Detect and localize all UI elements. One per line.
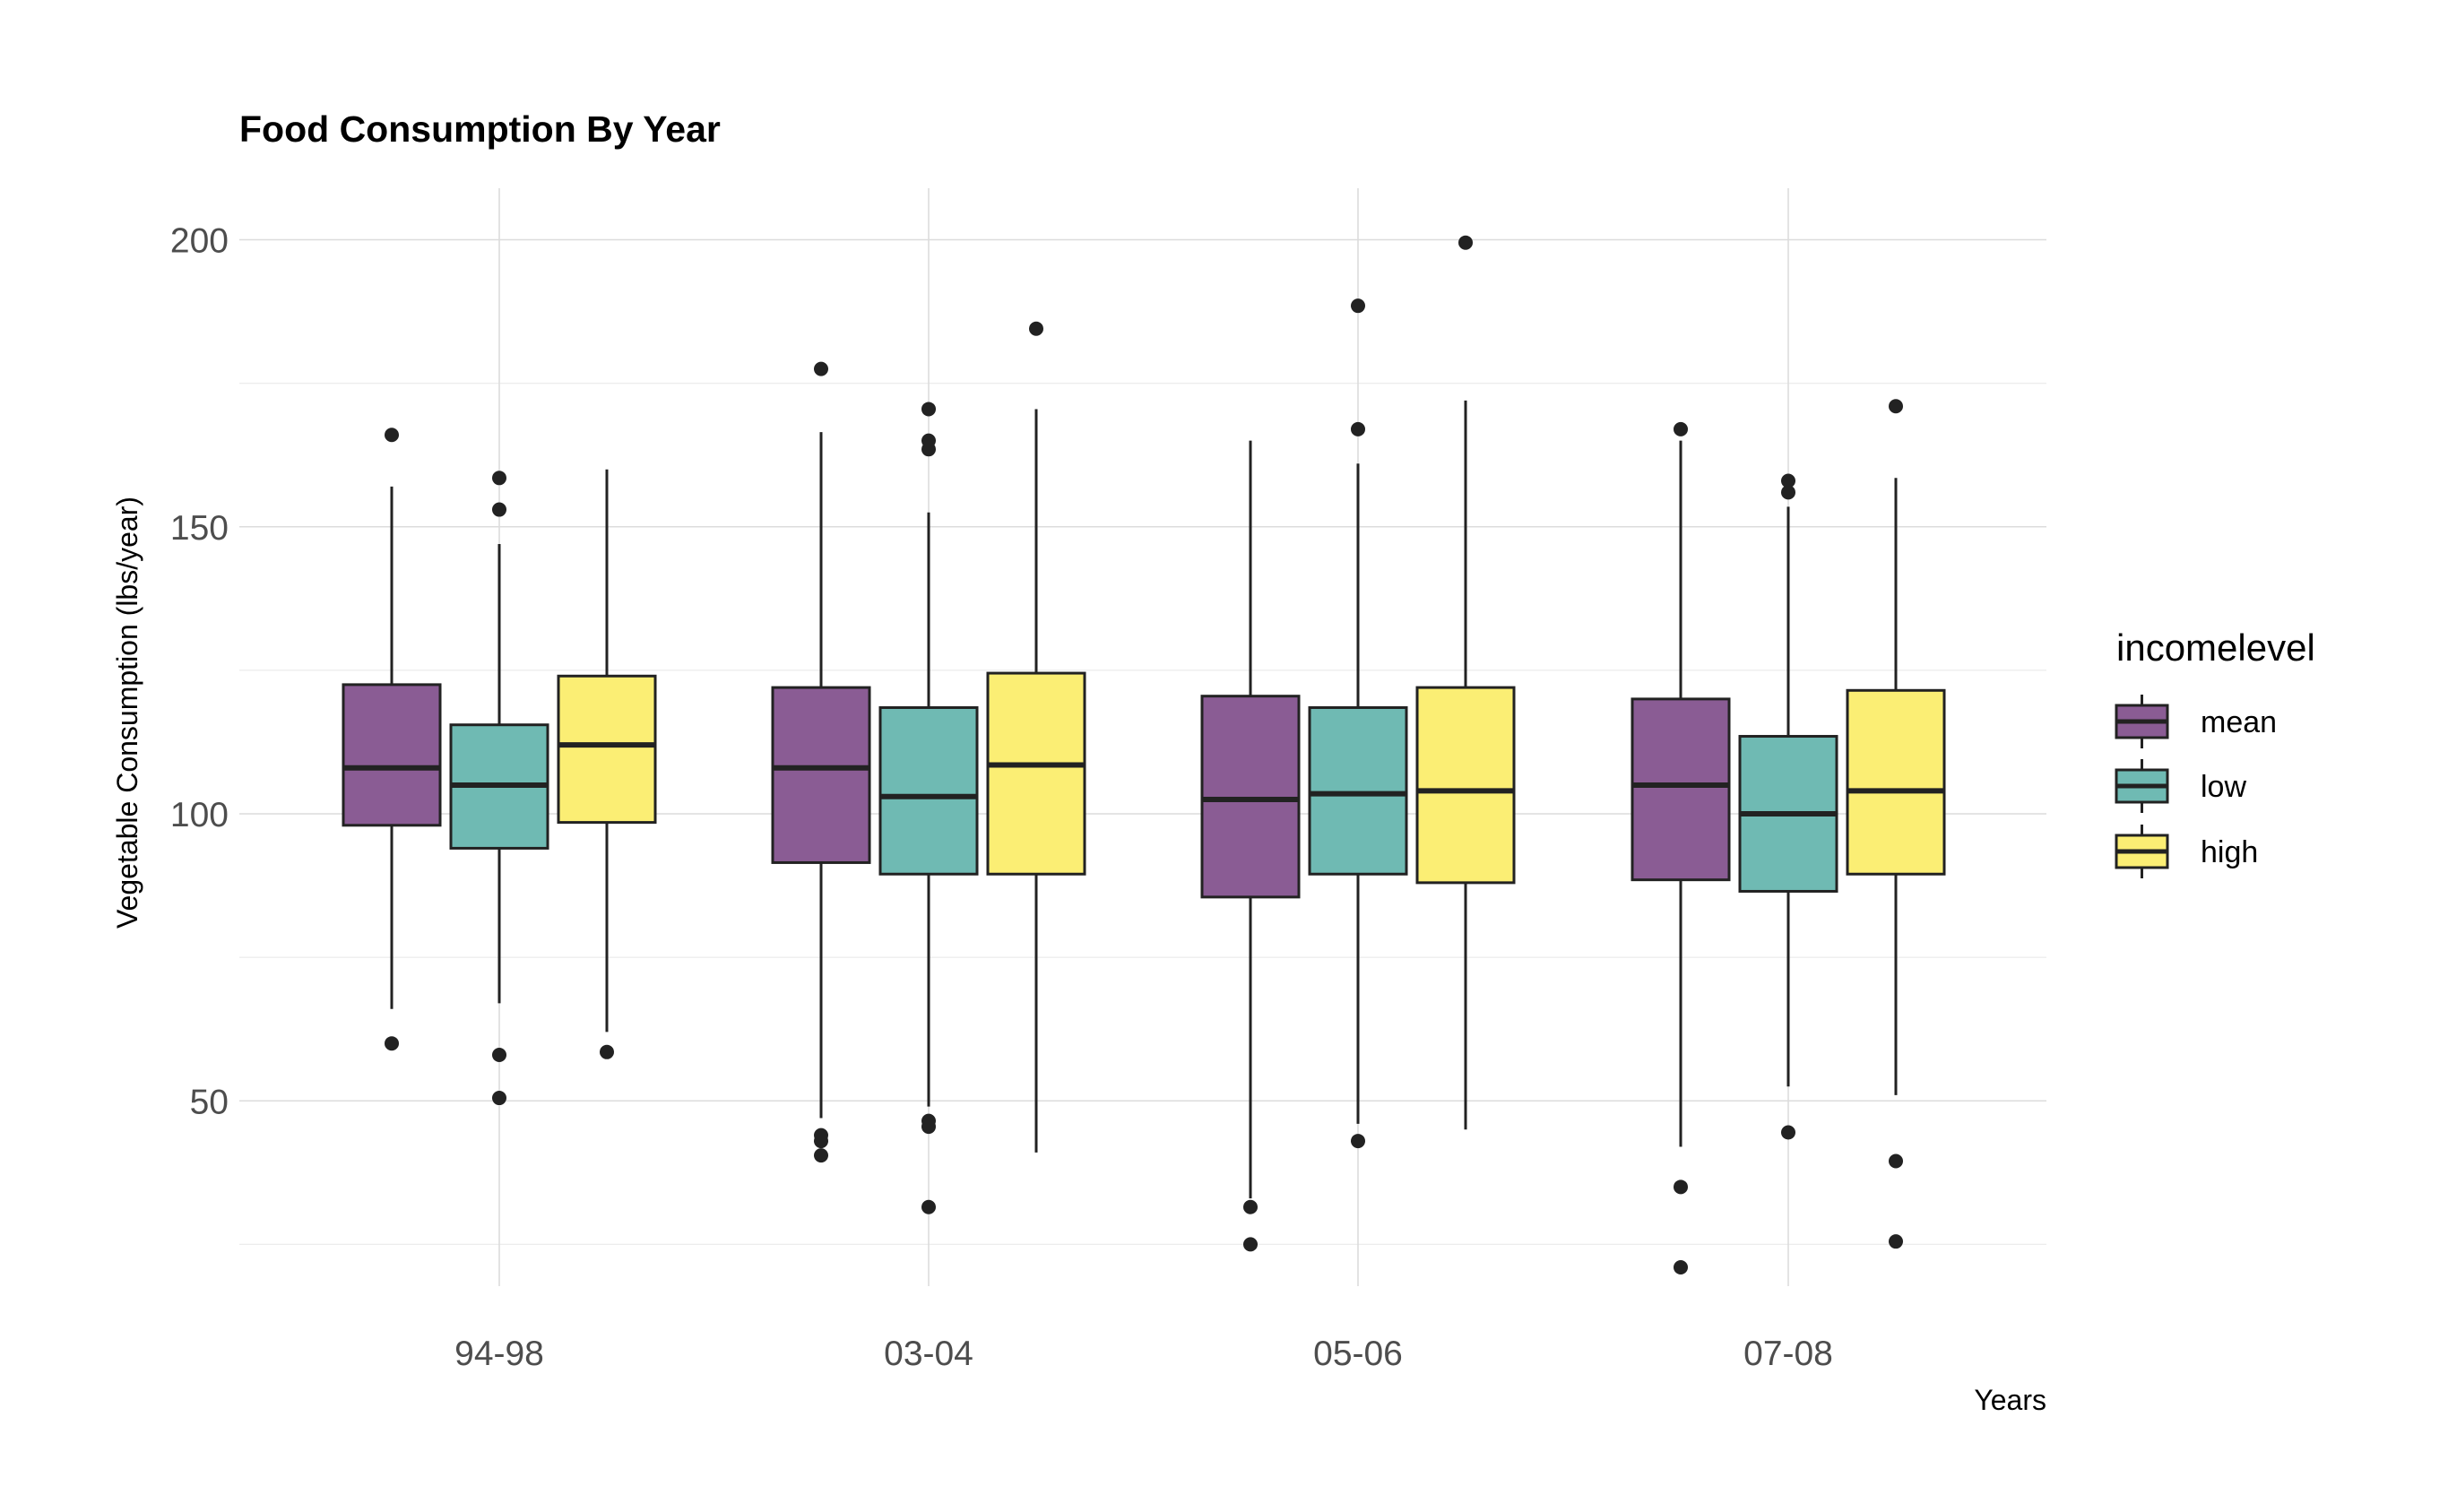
outlier-point (492, 1091, 506, 1106)
outlier-point (385, 428, 399, 443)
y-tick-label: 200 (170, 222, 229, 261)
outlier-point (921, 402, 936, 417)
outlier-point (1889, 399, 1903, 414)
outlier-point (1674, 421, 1688, 436)
box-mean-07-08 (1631, 421, 1731, 1274)
box-mean-05-06 (1200, 440, 1301, 1252)
legend-item-low: low (2115, 759, 2246, 813)
outlier-point (600, 1044, 614, 1059)
x-axis-label: Years (1974, 1384, 2046, 1416)
box-mean-03-04 (771, 361, 871, 1163)
box-high-94-98 (557, 469, 657, 1059)
box-low-07-08 (1738, 473, 1838, 1140)
y-axis-ticks: 50 100 150 200 (170, 222, 229, 1122)
outlier-point (385, 1036, 399, 1051)
y-tick-label: 100 (170, 796, 229, 834)
y-axis-label: Vegetable Consumption (lbs/year) (111, 497, 143, 929)
chart-title: Food Consumption By Year (239, 108, 721, 150)
outlier-point (921, 1119, 936, 1135)
x-tick-label: 05-06 (1313, 1335, 1403, 1373)
box-body (986, 671, 1086, 876)
outlier-point (814, 1134, 828, 1149)
x-axis-ticks: 94-98 03-04 05-06 07-08 (454, 1335, 1833, 1373)
legend-label: mean (2201, 705, 2277, 739)
x-tick-label: 94-98 (454, 1335, 544, 1373)
box-mean-94-98 (342, 428, 442, 1051)
legend-item-high: high (2115, 825, 2258, 878)
box-low-03-04 (878, 402, 979, 1214)
outlier-point (1351, 1134, 1365, 1149)
box-body (1415, 686, 1516, 885)
outlier-point (1351, 298, 1365, 314)
legend-title: incomelevel (2116, 626, 2315, 669)
box-high-05-06 (1415, 235, 1516, 1130)
box-body (878, 706, 979, 876)
outlier-point (814, 1148, 828, 1163)
legend-label: high (2201, 835, 2258, 869)
outlier-point (1351, 421, 1365, 436)
x-tick-label: 03-04 (884, 1335, 973, 1373)
y-tick-label: 50 (190, 1083, 229, 1121)
box-low-05-06 (1308, 298, 1408, 1149)
box-high-07-08 (1846, 399, 1946, 1249)
legend-label: low (2201, 770, 2246, 804)
outlier-point (1029, 321, 1043, 336)
outlier-point (1781, 473, 1795, 488)
x-tick-label: 07-08 (1743, 1335, 1833, 1373)
outlier-point (1458, 235, 1473, 250)
outlier-point (921, 442, 936, 457)
legend-item-mean: mean (2115, 695, 2277, 748)
outlier-point (1243, 1199, 1258, 1214)
outlier-point (492, 502, 506, 517)
y-tick-label: 150 (170, 509, 229, 548)
outlier-point (492, 471, 506, 486)
box-body (1200, 695, 1301, 899)
box-body (1846, 688, 1946, 876)
box-body (342, 683, 442, 827)
outlier-point (1674, 1179, 1688, 1195)
outlier-point (814, 361, 828, 376)
box-plots (342, 235, 1946, 1274)
outlier-point (1781, 1125, 1795, 1140)
outlier-point (1674, 1259, 1688, 1274)
box-body (557, 674, 657, 825)
legend: incomelevel mean low high (2115, 626, 2315, 878)
box-body (1631, 697, 1731, 882)
box-body (771, 686, 871, 864)
outlier-point (1889, 1153, 1903, 1169)
outlier-point (1889, 1234, 1903, 1249)
outlier-point (921, 1199, 936, 1214)
outlier-point (1243, 1237, 1258, 1252)
outlier-point (492, 1048, 506, 1063)
box-high-03-04 (986, 321, 1086, 1153)
outlier-point (1781, 485, 1795, 500)
box-body (1308, 706, 1408, 876)
box-low-94-98 (449, 471, 549, 1106)
